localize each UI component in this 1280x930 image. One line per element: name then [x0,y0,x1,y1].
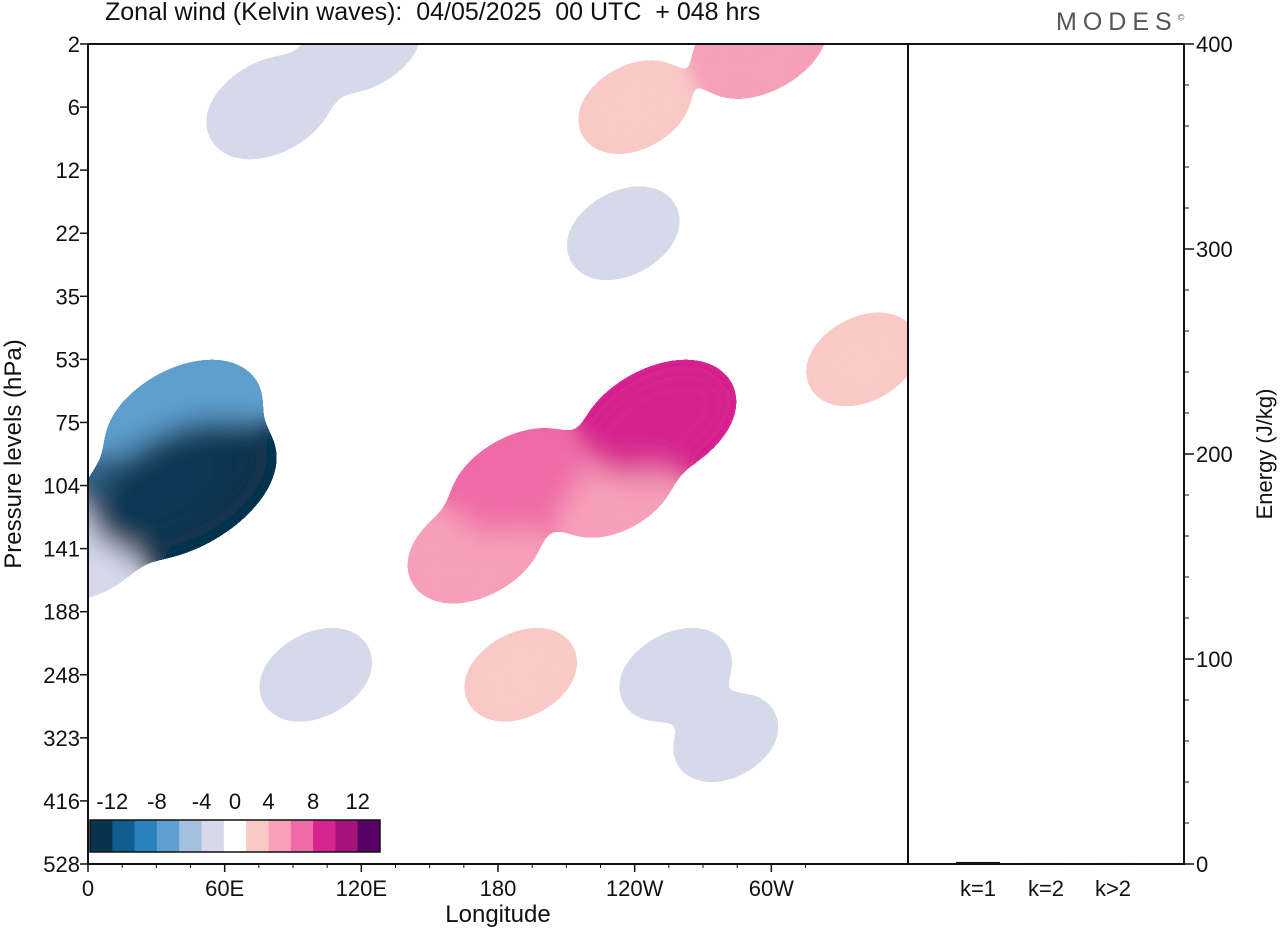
colorbar-label: 12 [345,789,369,814]
heatmap-cell [472,637,570,713]
x-tick-label: 120W [606,876,664,901]
heatmap-cell [487,766,577,836]
energy-tick-label: 100 [1196,647,1233,672]
y-tick-label: 6 [68,95,80,120]
brand-text: MODES [1056,8,1178,36]
energy-tick-label: 200 [1196,442,1233,467]
energy-bar [1024,862,1068,865]
pressure-axis: 2 6 12 22 35 53 75 104 141 188 248 323 416 528 [43,32,88,877]
colorbar-swatch [268,820,292,852]
heatmap-cell [457,437,584,534]
energy-frame [907,43,1185,865]
y-tick-label: 416 [43,789,80,814]
y-tick-label: 53 [56,347,80,372]
colorbar-label: 8 [307,789,319,814]
energy-axis-label: Energy (J/kg) [1252,389,1277,520]
energy-bar [956,861,1000,864]
colorbar-label: -12 [96,789,128,814]
wind-heatmap [88,44,908,836]
y-tick-label: 12 [56,158,80,183]
energy-tick-label: 400 [1196,32,1233,57]
energy-tick-label: 0 [1196,852,1208,877]
heatmap-cell [627,637,724,713]
x-tick-label: 180 [480,876,517,901]
x-tick-label: 0 [82,876,94,901]
y-tick-label: 35 [56,284,80,309]
heatmap-cell [814,322,908,397]
colorbar-swatch [335,820,359,852]
heatmap-cell [309,44,414,84]
colorbar-label: -4 [192,789,212,814]
colorbar-swatch [201,820,225,852]
colorbar-swatch [112,820,136,852]
colorbar-label: 4 [262,789,274,814]
energy-category-label: k=2 [1028,876,1064,901]
modes-logo: MODES© [1056,8,1184,37]
energy-bars: k=1 k=2 k>2 [956,861,1135,901]
heatmap-cell [90,419,268,552]
colorbar-swatch [290,820,314,852]
heatmap-cell [267,637,365,713]
colorbar-label: 0 [229,789,241,814]
x-tick-label: 60W [749,876,794,901]
energy-category-label: k=1 [960,876,996,901]
heatmap-cell [214,64,326,150]
colorbar-swatch [313,820,336,852]
energy-bar [1091,862,1135,865]
colorbar-swatch [179,820,203,852]
colorbar-swatch [90,820,113,852]
colorbar-label: -8 [147,789,167,814]
y-tick-label: 323 [43,726,80,751]
y-tick-label: 141 [43,537,80,562]
heatmap-cell [681,703,771,773]
colorbar: -12 -8 -4 0 4 8 12 [89,789,381,853]
colorbar-swatch [357,820,381,852]
y-tick-label: 248 [43,663,80,688]
y-tick-label: 75 [56,410,80,435]
energy-category-label: k>2 [1095,876,1131,901]
colorbar-swatch [156,820,180,852]
y-tick-label: 22 [56,221,80,246]
colorbar-swatch [246,820,269,852]
colorbar-border [89,819,381,853]
y-axis-label: Pressure levels (hPa) [0,339,27,568]
y-tick-label: 2 [68,32,80,57]
longitude-axis: 0 60E 120E 180 120W 60W [82,864,806,901]
brand-mark: © [1177,12,1185,23]
energy-tick-label: 300 [1196,237,1233,262]
x-tick-label: 120E [336,876,387,901]
heatmap-cell [587,369,728,476]
colorbar-swatch [223,820,247,852]
heatmap-cell [574,195,672,271]
x-axis-label: Longitude [445,901,550,928]
energy-axis: 0 100 200 300 400 [1184,32,1233,877]
x-tick-label: 60E [205,876,244,901]
heatmap-field [88,44,908,836]
heatmap-cell [700,44,820,90]
y-tick-label: 528 [43,852,80,877]
heatmap-cell [586,69,683,145]
chart-title: Zonal wind (Kelvin waves): 04/05/2025 00… [105,0,761,26]
colorbar-swatch [134,820,158,852]
y-tick-label: 188 [43,600,80,625]
y-tick-label: 104 [43,474,80,499]
